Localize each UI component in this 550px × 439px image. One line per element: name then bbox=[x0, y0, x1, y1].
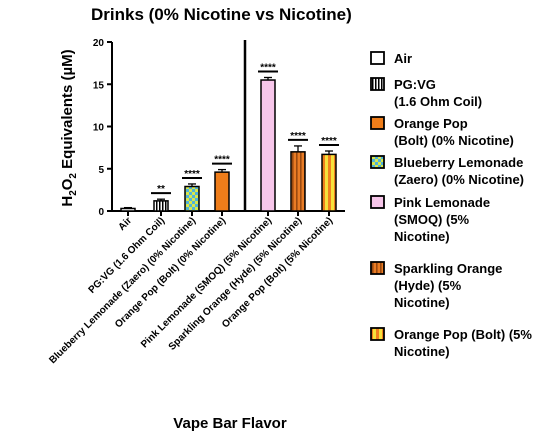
legend-swatch bbox=[370, 77, 385, 91]
significance-label: **** bbox=[290, 131, 306, 142]
legend-label: Nicotine) bbox=[394, 344, 450, 359]
legend-label: (SMOQ) (5% bbox=[394, 212, 470, 227]
x-tick-label: Orange Pop (Bolt) (5% Nicotine) bbox=[220, 215, 335, 330]
legend-label: Nicotine) bbox=[394, 229, 450, 244]
y-axis-title-sub1: 2 bbox=[68, 190, 79, 196]
y-tick-label: 5 bbox=[98, 165, 104, 176]
legend-label: (Bolt) (0% Nicotine) bbox=[394, 133, 514, 148]
bar bbox=[214, 171, 230, 212]
y-axis-title-sub2: 2 bbox=[68, 173, 79, 179]
legend-swatch bbox=[370, 51, 385, 65]
significance-label: **** bbox=[214, 155, 230, 166]
bar bbox=[153, 200, 169, 212]
bar bbox=[120, 207, 136, 212]
significance-label: **** bbox=[184, 169, 200, 180]
legend-label: (Hyde) (5% bbox=[394, 278, 462, 293]
legend-swatch bbox=[370, 327, 385, 341]
significance-label: **** bbox=[321, 136, 337, 147]
legend-label: PG:VG bbox=[394, 77, 436, 92]
y-axis-title-h: H bbox=[59, 196, 76, 207]
bar bbox=[290, 151, 306, 212]
legend-label: Orange Pop bbox=[394, 116, 468, 131]
bar bbox=[321, 153, 337, 212]
legend: Air PG:VG (1.6 Ohm Coil) Orange Pop (Bolt) (… bbox=[370, 51, 532, 359]
legend-label: Nicotine) bbox=[394, 295, 450, 310]
y-tick-label: 10 bbox=[93, 123, 105, 134]
legend-swatch bbox=[370, 195, 385, 209]
chart-title: Drinks (0% Nicotine vs Nicotine) bbox=[91, 5, 352, 24]
legend-label: (1.6 Ohm Coil) bbox=[394, 94, 482, 109]
y-tick-label: 15 bbox=[93, 80, 105, 91]
legend-swatch bbox=[370, 116, 385, 130]
legend-label: Pink Lemonade bbox=[394, 195, 490, 210]
y-axis-title: H2O2 Equivalents (µM) bbox=[59, 49, 79, 206]
legend-label: (Zaero) (0% Nicotine) bbox=[394, 172, 524, 187]
significance-label: ** bbox=[157, 184, 165, 195]
y-tick-label: 20 bbox=[93, 38, 105, 49]
legend-swatch bbox=[370, 155, 385, 169]
significance-label: **** bbox=[260, 62, 276, 73]
legend-label: Orange Pop (Bolt) (5% bbox=[394, 327, 532, 342]
bar bbox=[260, 79, 276, 212]
bar bbox=[184, 185, 200, 212]
y-axis-title-o: O bbox=[59, 178, 76, 190]
x-axis-title: Vape Bar Flavor bbox=[173, 415, 287, 432]
legend-label: Air bbox=[394, 51, 412, 66]
y-axis-title-rest: Equivalents (µM) bbox=[59, 49, 76, 173]
legend-label: Sparkling Orange bbox=[394, 261, 502, 276]
x-tick-label: Air bbox=[117, 215, 135, 233]
y-tick-label: 0 bbox=[98, 207, 104, 218]
x-tick-label: Sparkling Orange (Hyde) (5% Nicotine) bbox=[167, 215, 304, 352]
legend-swatch bbox=[370, 261, 385, 275]
legend-label: Blueberry Lemonade bbox=[394, 155, 523, 170]
